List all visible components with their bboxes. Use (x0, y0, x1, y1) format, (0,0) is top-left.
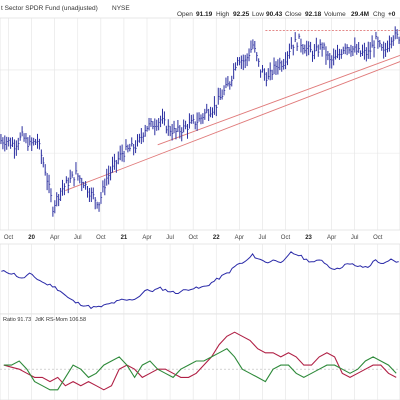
rs-panel (0, 243, 400, 315)
x-axis-label: Oct (281, 235, 291, 241)
x-axis-label: Jul (351, 235, 359, 241)
x-axis-label: Apr (235, 235, 244, 241)
x-axis-label: Jul (166, 235, 174, 241)
rs-line (1, 251, 399, 310)
x-axis-label: Apr (142, 235, 151, 241)
chg-label: Chg (373, 11, 385, 18)
chg-value: +0 (388, 11, 396, 18)
ratio-legend: Ratio 91.73 (3, 317, 31, 323)
x-axis-label: Oct (96, 235, 106, 241)
x-axis-label: 22 (213, 235, 220, 241)
x-axis-label: Oct (4, 235, 14, 241)
x-axis-label: Apr (327, 235, 336, 241)
low-label: Low (252, 11, 264, 18)
rrg-panel (0, 313, 400, 400)
low-value: 90.43 (266, 11, 283, 18)
trendlines (65, 29, 400, 191)
trendline-lower (65, 61, 400, 191)
x-axis-label: 21 (121, 235, 128, 241)
x-axis: Oct 20 Apr Jul Oct 21 Apr Jul Oct 22 Apr Jul Oct 23 Ap… (4, 235, 383, 241)
fund-name: t Sector SPDR Fund (unadjusted) (1, 5, 98, 12)
x-axis-label: 20 (28, 235, 35, 241)
price-bars (0, 26, 400, 217)
volume-label: Volume (324, 11, 346, 18)
rs-line-group (1, 251, 399, 310)
grid (0, 18, 400, 400)
x-axis-label: Oct (373, 235, 383, 241)
trendline-lower-2 (157, 54, 400, 146)
rrg-lines-group (3, 331, 397, 391)
close-label: Close (285, 11, 302, 18)
x-axis-label: Jul (74, 235, 82, 241)
exchange-label: NYSE (112, 5, 130, 12)
x-axis-label: Jul (259, 235, 267, 241)
momentum-line (3, 348, 397, 391)
close-value: 92.18 (305, 11, 322, 18)
open-label: Open (177, 11, 193, 18)
x-axis-label: 23 (305, 235, 312, 241)
momentum-legend: JdK RS-Mom 106.58 (35, 317, 86, 323)
header-bar (0, 0, 400, 17)
volume-value: 29.4M (351, 11, 369, 18)
high-value: 92.25 (233, 11, 250, 18)
high-label: High (216, 11, 230, 18)
x-axis-label: Apr (50, 235, 59, 241)
price-panel (0, 17, 400, 231)
ratio-line (3, 331, 397, 391)
open-value: 91.19 (196, 11, 213, 18)
x-axis-label: Oct (188, 235, 198, 241)
